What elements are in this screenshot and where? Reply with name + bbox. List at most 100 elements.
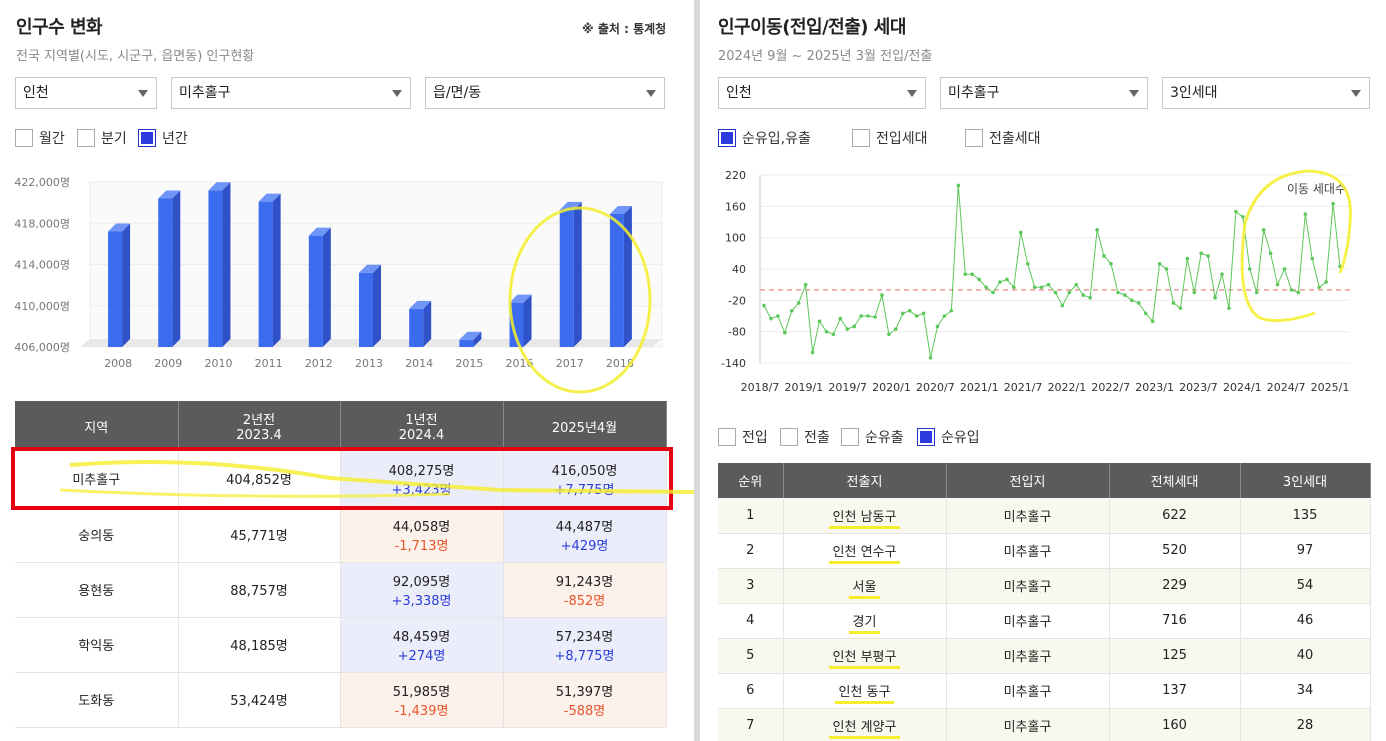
filter-move-in-checkbox[interactable]: 전입 [718,427,768,447]
district-select[interactable]: 미추홀구 [171,77,411,109]
data-point[interactable] [1053,290,1058,295]
period-monthly-checkbox[interactable]: 월간 [15,128,65,148]
data-point[interactable] [1303,212,1308,216]
data-point[interactable] [1136,301,1141,305]
data-point[interactable] [1116,290,1120,295]
data-point[interactable] [873,315,877,319]
data-point[interactable] [1310,256,1315,261]
data-point[interactable] [880,293,884,297]
data-point[interactable] [1289,288,1294,292]
move-out-households-checkbox[interactable]: 전출세대 [965,128,1041,148]
filter-move-out-checkbox[interactable]: 전출 [780,427,830,447]
data-point[interactable] [1192,290,1197,295]
bar[interactable] [559,209,574,347]
data-point[interactable] [762,303,766,308]
table-row[interactable]: 6 인천 동구 미추홀구 137 34 [718,673,1371,709]
data-point[interactable] [1109,261,1113,266]
data-point[interactable] [817,319,822,324]
data-point[interactable] [1317,285,1321,290]
data-point[interactable] [859,314,863,318]
data-point[interactable] [1164,267,1169,271]
data-point[interactable] [1324,280,1328,284]
net-flow-checkbox[interactable]: 순유입,유출 [718,128,811,148]
data-point[interactable] [1095,228,1099,232]
data-point[interactable] [1130,298,1134,303]
data-point[interactable] [838,316,843,321]
data-point[interactable] [1199,251,1204,256]
data-point[interactable] [866,314,870,318]
table-row[interactable]: 5 인천 부평구 미추홀구 125 40 [718,638,1371,674]
bar[interactable] [459,339,474,347]
data-point[interactable] [1275,282,1280,287]
bar[interactable] [208,190,223,347]
data-point[interactable] [783,330,787,335]
filter-net-in-checkbox[interactable]: 순유입 [917,427,980,447]
data-point[interactable] [1088,295,1092,300]
table-row[interactable]: 도화동 53,424명 51,985명 -1,439명 51,397명 -588명 [15,672,667,728]
data-point[interactable] [935,324,940,329]
data-point[interactable] [1268,251,1273,256]
bar[interactable] [108,231,123,348]
bar[interactable] [308,235,323,347]
data-point[interactable] [810,350,815,355]
data-point[interactable] [1282,267,1287,271]
table-row[interactable]: 미추홀구 404,852명 408,275명 +3,423명 416,050명 +7,77… [15,451,667,508]
data-point[interactable] [1039,285,1044,290]
data-point[interactable] [1157,261,1162,266]
data-point[interactable] [921,311,926,316]
data-point[interactable] [956,183,961,188]
table-row[interactable]: 학익동 48,185명 48,459명 +274명 57,234명 +8,775명 [15,617,667,673]
data-point[interactable] [824,329,829,334]
data-point[interactable] [769,316,773,321]
table-row[interactable]: 4 경기 미추홀구 716 46 [718,603,1371,639]
data-point[interactable] [998,280,1002,284]
data-point[interactable] [796,301,801,305]
data-point[interactable] [1178,306,1183,310]
bar[interactable] [409,308,424,347]
data-point[interactable] [1032,285,1037,290]
data-point[interactable] [1234,209,1238,214]
data-point[interactable] [1150,319,1155,324]
data-point[interactable] [852,324,857,329]
data-point[interactable] [803,282,808,287]
table-row[interactable]: 7 인천 계양구 미추홀구 160 28 [718,708,1371,741]
data-point[interactable] [887,332,891,337]
bar[interactable] [158,198,173,348]
data-point[interactable] [1025,261,1030,266]
data-point[interactable] [1081,293,1086,297]
data-point[interactable] [963,272,968,277]
data-point[interactable] [1206,254,1210,258]
bar[interactable] [258,201,273,347]
data-point[interactable] [949,308,954,313]
bar[interactable] [509,302,524,347]
data-point[interactable] [1220,272,1224,277]
data-point[interactable] [1185,256,1190,261]
period-yearly-checkbox[interactable]: 년간 [138,128,188,148]
data-point[interactable] [776,314,780,318]
data-point[interactable] [1247,267,1252,271]
data-point[interactable] [789,308,794,313]
data-point[interactable] [914,314,919,318]
data-point[interactable] [1102,254,1106,258]
household-size-select[interactable]: 3인세대 [1162,77,1370,109]
data-point[interactable] [991,290,995,295]
mig-province-select[interactable]: 인천 [718,77,926,109]
town-select[interactable]: 읍/면/동 [425,77,665,109]
table-row[interactable]: 1 인천 남동구 미추홀구 622 135 [718,498,1371,534]
data-point[interactable] [1060,303,1065,308]
bar[interactable] [609,213,624,347]
data-point[interactable] [1074,282,1079,287]
table-row[interactable]: 2 인천 연수구 미추홀구 520 97 [718,533,1371,569]
data-point[interactable] [1241,214,1245,219]
data-point[interactable] [1018,230,1023,235]
move-in-households-checkbox[interactable]: 전입세대 [852,128,928,148]
data-point[interactable] [1067,290,1072,295]
province-select[interactable]: 인천 [15,77,157,109]
data-point[interactable] [1261,228,1266,232]
bar[interactable] [359,272,373,347]
table-row[interactable]: 용현동 88,757명 92,095명 +3,338명 91,243명 -852명 [15,562,667,618]
data-point[interactable] [1005,277,1009,282]
data-point[interactable] [942,314,947,318]
data-point[interactable] [1296,290,1301,295]
data-point[interactable] [900,311,905,316]
